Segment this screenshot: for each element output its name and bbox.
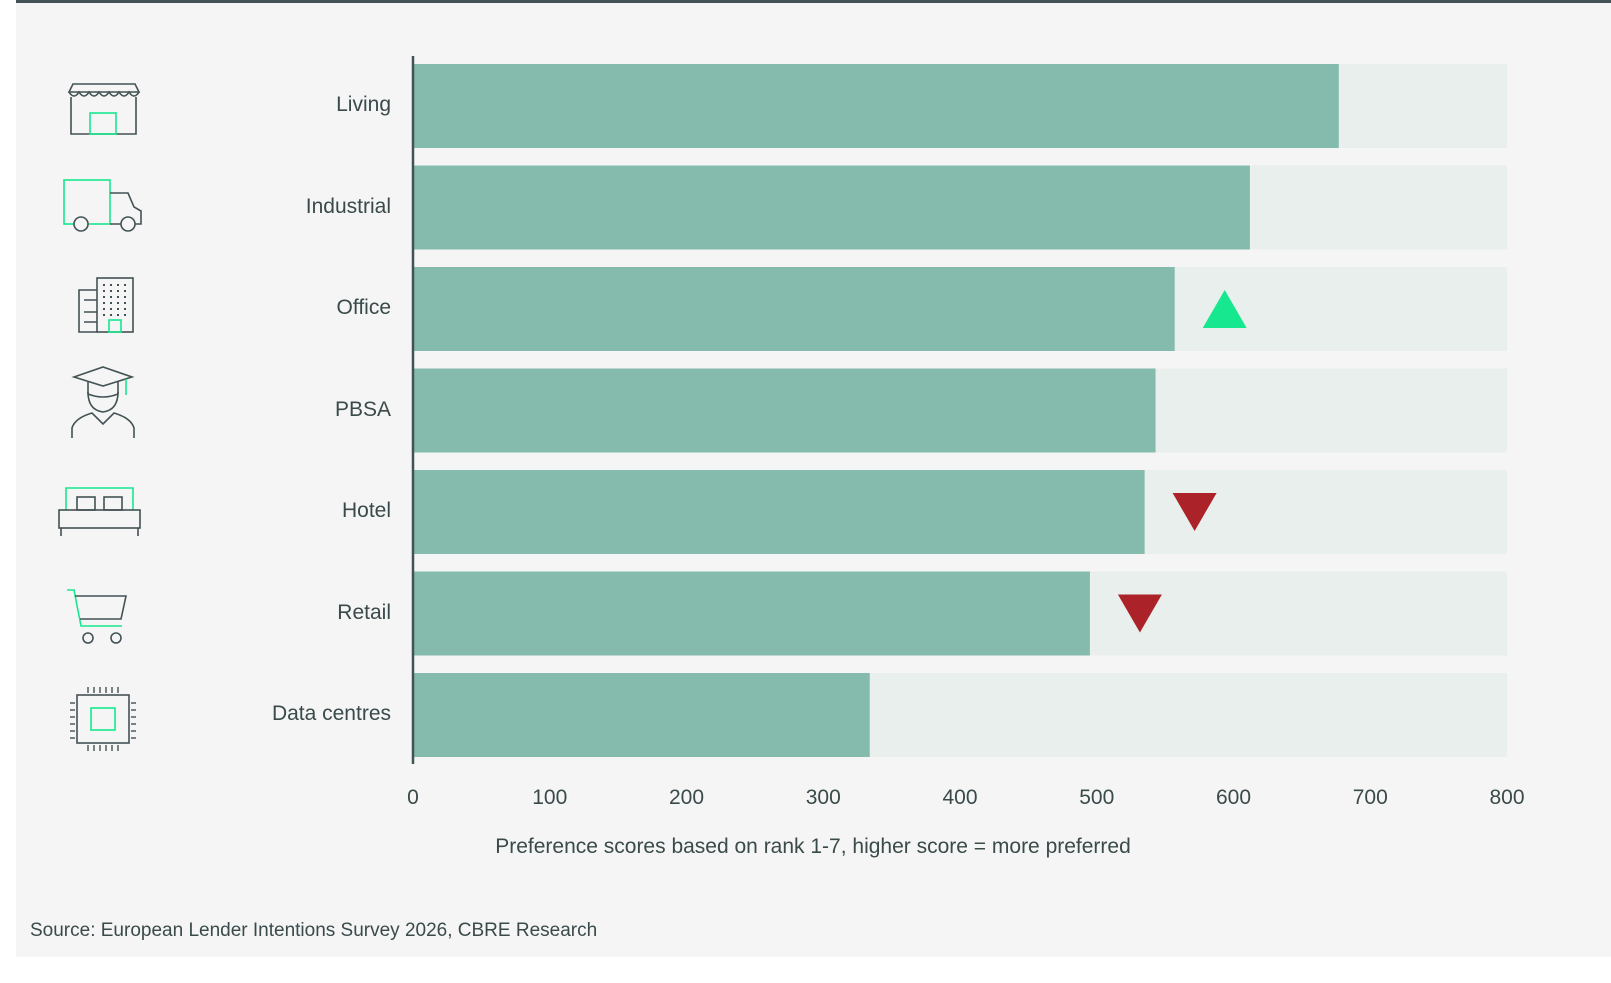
category-label: Hotel: [341, 499, 391, 522]
x-tick-label: 600: [1216, 786, 1251, 809]
graduate-icon: [71, 366, 135, 438]
x-tick-label: 800: [1489, 786, 1524, 809]
bar-industrial: [413, 165, 1250, 250]
increase-marker-icon: [1202, 290, 1247, 328]
decrease-marker-icon: [1117, 594, 1162, 633]
decrease-marker-icon: [1172, 493, 1217, 531]
category-label: Industrial: [305, 194, 391, 218]
category-label: Retail: [337, 600, 391, 624]
shopping-cart-icon: [67, 589, 127, 644]
x-tick-label: 700: [1353, 786, 1388, 809]
x-tick-label: 400: [942, 786, 977, 809]
x-tick-label: 100: [532, 786, 567, 809]
category-label: Living: [336, 93, 391, 116]
category-label: Data centres: [271, 702, 391, 725]
bed-icon: [58, 487, 141, 536]
microchip-icon: [70, 687, 136, 751]
office-building-icon: [78, 277, 134, 333]
bar-office: [413, 267, 1175, 351]
category-label: Office: [336, 296, 391, 319]
x-tick-label: 200: [669, 786, 704, 809]
x-tick-label: 500: [1079, 786, 1114, 809]
bar-retail: [413, 571, 1090, 656]
bar-hotel: [413, 470, 1145, 554]
truck-icon: [63, 179, 142, 232]
bar-living: [413, 64, 1339, 148]
category-label: PBSA: [334, 397, 391, 421]
bar-pbsa: [413, 368, 1156, 453]
x-tick-label: 300: [806, 786, 841, 809]
bar-data-centres: [413, 673, 870, 757]
shopfront-icon: [67, 83, 141, 135]
x-tick-label: 0: [407, 786, 419, 809]
x-axis-title: Preference scores based on rank 1-7, hig…: [495, 835, 1131, 858]
source-note: Source: European Lender Intentions Surve…: [30, 920, 598, 941]
